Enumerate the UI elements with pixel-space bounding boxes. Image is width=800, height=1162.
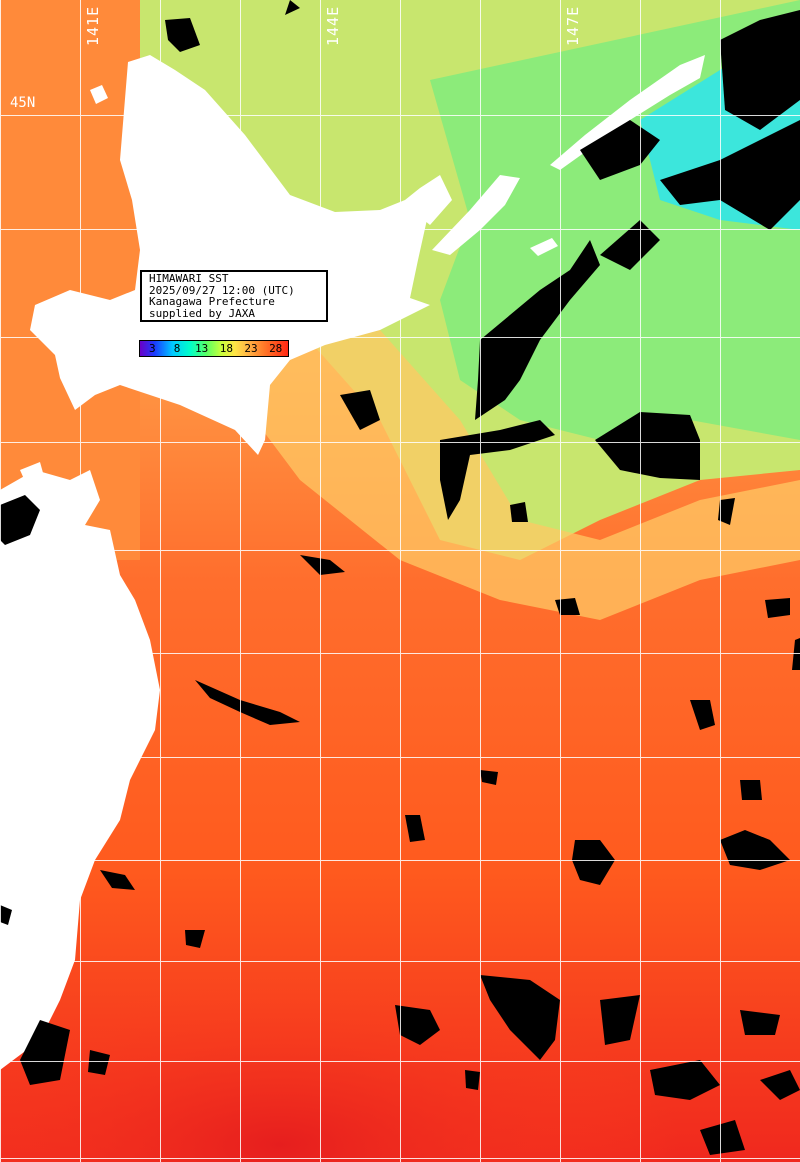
sea-of-japan bbox=[0, 0, 140, 560]
lon-label-147e: 147E bbox=[564, 5, 582, 46]
info-supplier: supplied by JAXA bbox=[149, 306, 255, 320]
colorbar-tick: 3 bbox=[149, 342, 156, 355]
colorbar-tick: 8 bbox=[173, 342, 181, 355]
yellow-front bbox=[240, 330, 800, 620]
info-source: Kanagawa Prefecture bbox=[149, 295, 275, 308]
lon-label-141e: 141E bbox=[84, 5, 102, 46]
shimokita-land bbox=[55, 495, 80, 520]
info-datetime: 2025/09/27 12:00 (UTC) bbox=[149, 283, 295, 297]
info-title: HIMAWARI SST bbox=[149, 272, 229, 285]
kunashiri-land bbox=[432, 175, 520, 255]
temperature-colorbar: 3 8 13 18 23 28 bbox=[139, 340, 289, 357]
rishiri-land bbox=[90, 85, 108, 104]
shikotan-land bbox=[530, 238, 558, 256]
colorbar-tick: 18 bbox=[219, 342, 233, 355]
iturup-land bbox=[550, 55, 705, 170]
hokkaido-land bbox=[30, 55, 430, 455]
shiretoko-land bbox=[418, 175, 452, 225]
colorbar-tick: 23 bbox=[244, 342, 258, 355]
colorbar-tick: 13 bbox=[195, 342, 209, 355]
lon-label-144e: 144E bbox=[324, 5, 342, 46]
lat-label-45n: 45N bbox=[10, 95, 36, 111]
colorbar-tick: 28 bbox=[269, 342, 283, 355]
info-box: HIMAWARI SST 2025/09/27 12:00 (UTC) Kana… bbox=[140, 270, 328, 322]
